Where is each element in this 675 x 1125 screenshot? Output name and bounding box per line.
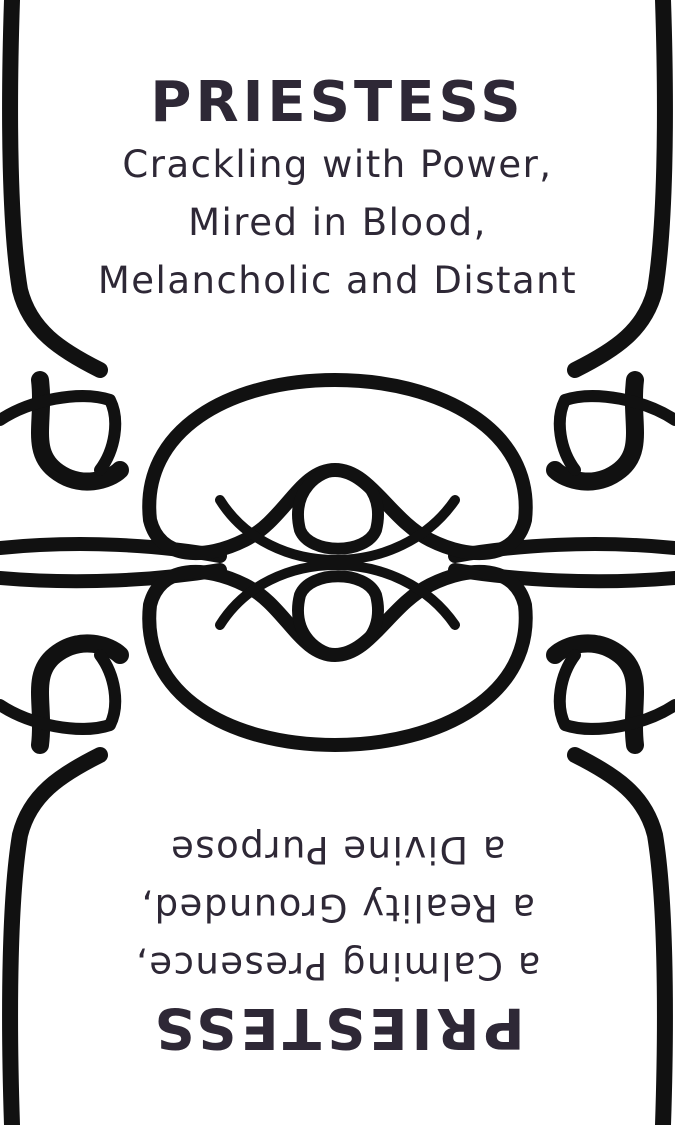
upright-meaning: PRIESTESS Crackling with Power, Mired in… [0,70,675,310]
knot-crossing [215,495,460,630]
knot-inner-upper [292,464,384,555]
meaning-line: a Divine Purpose [169,828,506,871]
hook-right-upper [546,371,644,491]
meaning-line: Melancholic and Distant [97,259,578,302]
hook-left-upper-2 [0,390,122,476]
hook-left-lower-2 [0,649,122,735]
card-title: PRIESTESS [150,995,525,1060]
hook-right-lower [546,634,644,754]
meaning-line: a Calming Presence, [134,944,541,987]
border-curve-bottom-right [567,747,673,1125]
meaning-line: a Reality Grounded, [139,886,536,929]
card-title: PRIESTESS [150,70,525,135]
knot-inner-lower [292,570,384,661]
reversed-meaning: PRIESTESS a Calming Presence, a Reality … [0,820,675,1060]
meaning-line: Mired in Blood, [188,201,487,244]
border-curve-top-left [2,0,108,378]
border-curve-top-right [567,0,673,378]
border-curve-bottom-left [2,747,108,1125]
hook-right-upper-2 [553,390,675,476]
meaning-line: Crackling with Power, [122,143,553,186]
hook-left-lower [31,634,129,754]
hook-left-upper [31,371,129,491]
hook-right-lower-2 [553,649,675,735]
